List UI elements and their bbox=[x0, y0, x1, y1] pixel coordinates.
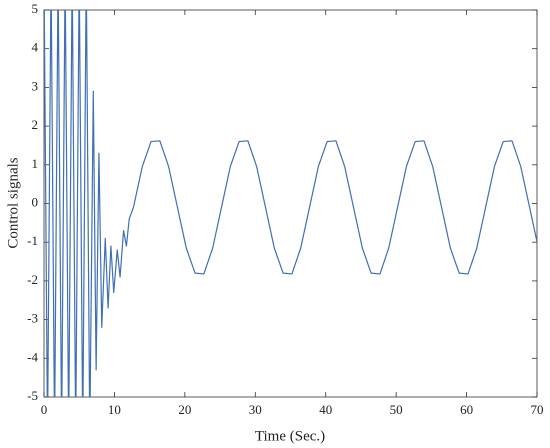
y-axis-label: Control signals bbox=[5, 157, 21, 248]
x-tick-label: 60 bbox=[460, 402, 473, 417]
y-tick-label: 5 bbox=[32, 1, 39, 16]
x-tick-label: 0 bbox=[41, 402, 48, 417]
x-axis-label: Time (Sec.) bbox=[255, 428, 325, 444]
line bbox=[44, 10, 537, 397]
y-tick-label: 2 bbox=[32, 117, 39, 132]
x-tick-label: 10 bbox=[108, 402, 121, 417]
y-tick-label: -3 bbox=[27, 311, 38, 326]
y-tick-label: -5 bbox=[27, 388, 38, 403]
x-tick-label: 20 bbox=[178, 402, 191, 417]
y-tick-label: -1 bbox=[27, 233, 38, 248]
y-tick-label: 0 bbox=[32, 194, 39, 209]
y-tick-label: 3 bbox=[32, 78, 39, 93]
x-tick-label: 50 bbox=[390, 402, 403, 417]
y-tick-label: 4 bbox=[32, 40, 39, 55]
y-tick-label: -4 bbox=[27, 349, 38, 364]
x-tick-label: 70 bbox=[531, 402, 544, 417]
x-tick-label: 40 bbox=[319, 402, 332, 417]
plot-frame bbox=[43, 9, 538, 398]
x-tick-label: 30 bbox=[249, 402, 262, 417]
y-tick-label: 1 bbox=[32, 156, 39, 171]
y-tick-label: -2 bbox=[27, 272, 38, 287]
